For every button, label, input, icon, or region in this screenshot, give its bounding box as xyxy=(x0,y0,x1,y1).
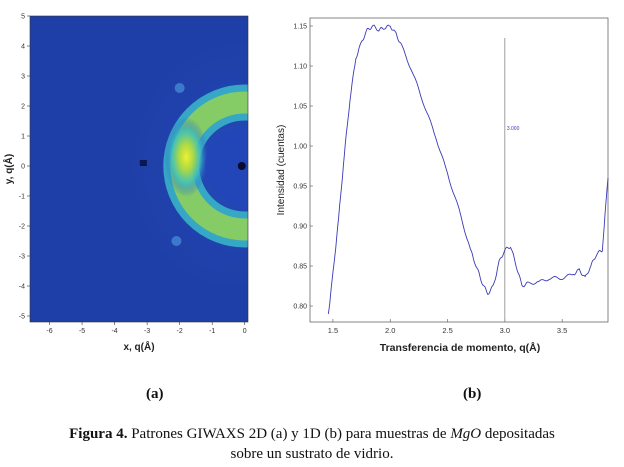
panel-a-label: (a) xyxy=(146,386,164,402)
beam-center-mask xyxy=(205,126,248,206)
giwaxs-1d-panel: 1.5 2.0 2.5 3.0 3.5 0.80 0.85 0.90 0.95 1.00 1.05 1… xyxy=(270,0,624,402)
x-tick-label: 3.5 xyxy=(557,326,567,335)
x-tick-label: -1 xyxy=(209,328,215,335)
bragg-spot xyxy=(174,83,185,93)
y-tick-label: 0.95 xyxy=(293,184,307,191)
ring-peak xyxy=(164,117,209,197)
beam-stop xyxy=(237,162,246,170)
caption-text-1: Patrones GIWAXS 2D (a) y 1D (b) para mue… xyxy=(127,426,451,442)
heatmap-axes: -6 -5 -4 -3 -2 -1 0 5 4 3 2 1 0 -1 -2 -3 -4 -5 xyxy=(19,14,249,335)
x-tick-label: -3 xyxy=(144,328,150,335)
y-tick-label: 1.15 xyxy=(293,24,307,31)
giwaxs-1d-line-chart: 1.5 2.0 2.5 3.0 3.5 0.80 0.85 0.90 0.95 1.00 1.05 1… xyxy=(276,17,609,354)
y-tick-label: 1 xyxy=(21,134,25,141)
y-tick-label: -5 xyxy=(19,314,25,321)
line-y-label: Intensidad (cuentas) xyxy=(276,125,287,216)
x-tick-label: -4 xyxy=(111,328,117,335)
heatmap-x-label: x, q(Å) xyxy=(123,340,154,353)
y-tick-label: 3 xyxy=(21,74,25,81)
y-tick-label: 1.05 xyxy=(293,104,307,111)
detector-spot xyxy=(139,160,147,166)
line-chart-axes: 1.5 2.0 2.5 3.0 3.5 0.80 0.85 0.90 0.95 1.00 1.05 1… xyxy=(293,24,567,336)
y-tick-label: 1.00 xyxy=(293,144,307,151)
y-tick-label: -3 xyxy=(19,254,25,261)
figure-caption: Figura 4. Patrones GIWAXS 2D (a) y 1D (b… xyxy=(0,424,624,464)
caption-text-2: depositadas xyxy=(481,426,555,442)
caption-prefix: Figura 4. xyxy=(69,426,128,442)
marker-label: 3.000 xyxy=(507,126,520,132)
giwaxs-2d-panel: -6 -5 -4 -3 -2 -1 0 5 4 3 2 1 0 -1 -2 -3 -4 -5 x, q(Å) y,… xyxy=(0,0,270,402)
line-plot-area xyxy=(309,17,609,323)
giwaxs-2d-heatmap: -6 -5 -4 -3 -2 -1 0 5 4 3 2 1 0 -1 -2 -3 -4 -5 x, q(Å) y,… xyxy=(2,14,249,353)
x-tick-label: 2.0 xyxy=(385,326,395,335)
scattering-ring xyxy=(121,31,248,301)
caption-italic: MgO xyxy=(450,426,482,442)
heatmap-frame xyxy=(29,15,249,323)
y-tick-label: -2 xyxy=(19,224,25,231)
heatmap-y-label: y, q(Å) xyxy=(2,154,15,184)
x-tick-label: -2 xyxy=(177,328,183,335)
q-marker: 3.000 xyxy=(504,38,520,322)
y-tick-label: 0.90 xyxy=(293,224,307,231)
x-tick-label: 0 xyxy=(243,328,247,335)
x-tick-label: 1.5 xyxy=(328,326,338,335)
y-tick-label: 1.10 xyxy=(293,64,307,71)
panel-b-label: (b) xyxy=(463,386,482,402)
caption-line-1: Figura 4. Patrones GIWAXS 2D (a) y 1D (b… xyxy=(0,424,624,444)
y-tick-label: -4 xyxy=(19,284,25,291)
line-x-label: Transferencia de momento, q(Å) xyxy=(380,341,540,354)
bragg-spot xyxy=(171,236,182,246)
line-series xyxy=(327,24,609,315)
y-tick-label: 0 xyxy=(21,164,25,171)
x-tick-label: 3.0 xyxy=(500,326,510,335)
caption-line-2: sobre un sustrato de vidrio. xyxy=(230,446,394,462)
intensity-line xyxy=(327,24,609,315)
y-tick-label: 0.85 xyxy=(293,264,307,271)
y-tick-label: 2 xyxy=(21,104,25,111)
x-tick-label: 2.5 xyxy=(442,326,452,335)
y-tick-label: 0.80 xyxy=(293,304,307,311)
x-tick-label: -5 xyxy=(79,328,85,335)
y-tick-label: 5 xyxy=(21,14,25,21)
y-tick-label: 4 xyxy=(21,44,25,51)
x-tick-label: -6 xyxy=(46,328,52,335)
y-tick-label: -1 xyxy=(19,194,25,201)
